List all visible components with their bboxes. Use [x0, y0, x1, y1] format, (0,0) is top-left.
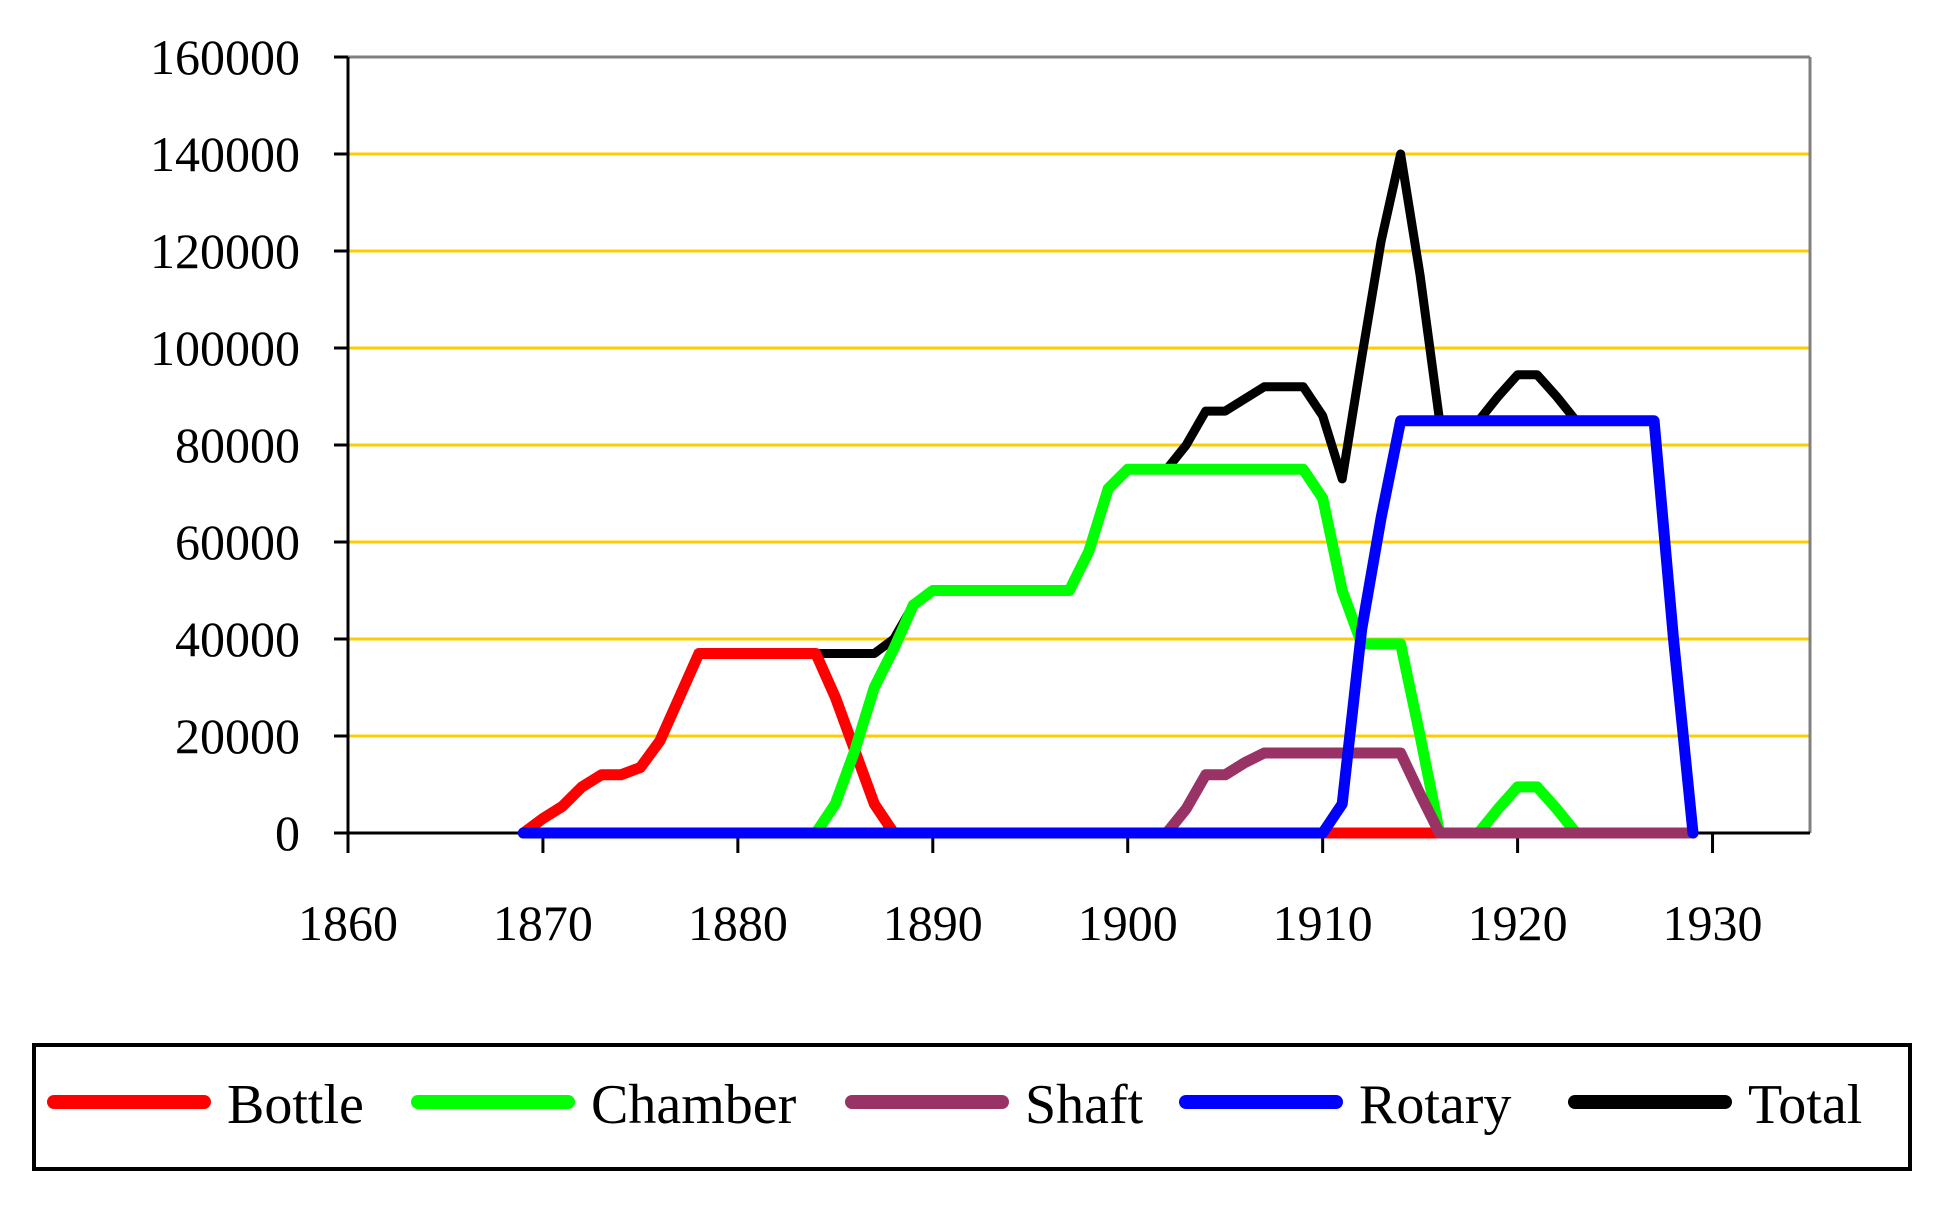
- x-tick-label: 1890: [883, 895, 983, 951]
- y-tick-label: 160000: [150, 29, 300, 85]
- x-tick-label: 1860: [298, 895, 398, 951]
- y-tick-label: 80000: [175, 417, 300, 473]
- x-tick-label: 1870: [493, 895, 593, 951]
- legend-label-total: Total: [1748, 1074, 1862, 1136]
- legend-label-chamber: Chamber: [591, 1074, 797, 1136]
- y-tick-label: 140000: [150, 126, 300, 182]
- y-tick-label: 60000: [175, 514, 300, 570]
- x-tick-label: 1910: [1273, 895, 1373, 951]
- legend-label-shaft: Shaft: [1025, 1074, 1144, 1136]
- series-line-bottle: [517, 648, 1699, 839]
- legend-label-rotary: Rotary: [1359, 1074, 1511, 1136]
- y-tick-label: 0: [275, 805, 300, 861]
- series-line-rotary: [517, 415, 1699, 839]
- x-tick-label: 1920: [1468, 895, 1568, 951]
- plot-area: 0 20000 40000 60000 80000 100000 120000 140000 1…: [150, 29, 1812, 951]
- series-line-shaft: [517, 747, 1699, 839]
- y-tick-label: 20000: [175, 708, 300, 764]
- y-tick-label: 40000: [175, 611, 300, 667]
- legend: Bottle Chamber Shaft Rotary Total: [32, 1043, 1912, 1171]
- series-line-chamber: [517, 463, 1699, 839]
- x-tick-label: 1880: [688, 895, 788, 951]
- y-tick-label: 120000: [150, 223, 300, 279]
- x-tick-label: 1900: [1078, 895, 1178, 951]
- y-tick-label: 100000: [150, 320, 300, 376]
- x-tick-label: 1930: [1663, 895, 1763, 951]
- legend-label-bottle: Bottle: [227, 1074, 364, 1136]
